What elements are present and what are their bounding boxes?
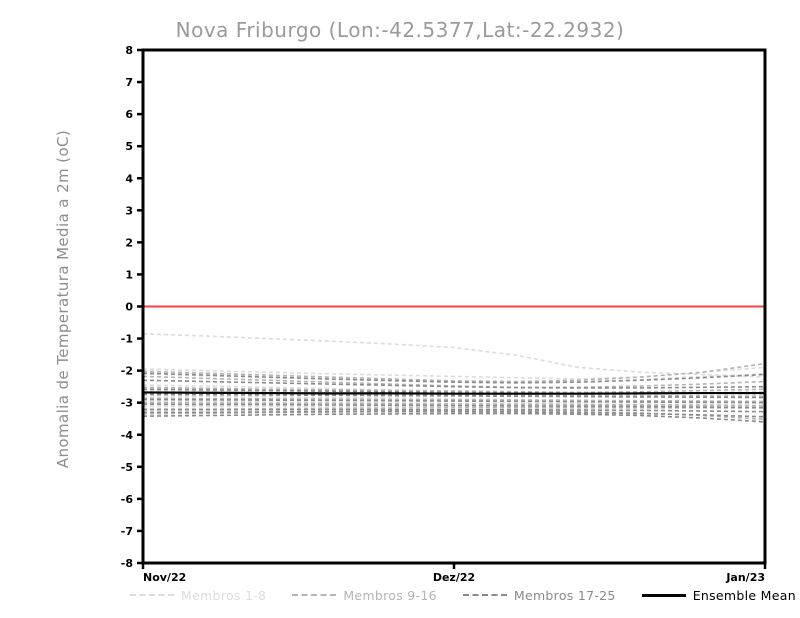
x-tick-label: Jan/23: [725, 571, 765, 584]
series-line: [142, 379, 766, 389]
legend-line-swatch: [130, 594, 174, 596]
x-axis-tick-labels: Nov/22 Dez/22 Jan/23: [143, 571, 765, 584]
legend-line-swatch: [462, 594, 507, 596]
page-title: Nova Friburgo (Lon:-42.5377,Lat:-22.2932…: [175, 18, 625, 42]
series-line: [142, 403, 766, 409]
legend-label: Ensemble Mean: [692, 587, 796, 603]
y-tick-label: -7: [121, 525, 133, 538]
series-line: [143, 407, 765, 410]
y-tick-label: 7: [125, 76, 133, 89]
y-tick-label: 4: [125, 172, 133, 185]
y-tick-label: 5: [125, 140, 133, 153]
y-tick-label: 0: [125, 301, 133, 314]
series-line: [142, 393, 766, 399]
y-tick-label: -4: [121, 429, 134, 442]
legend-line-swatch: [292, 594, 337, 596]
x-tick-label: Nov/22: [143, 571, 186, 584]
legend-label: Membros 9-16: [343, 587, 437, 603]
legend-item[interactable]: Membros 17-25: [462, 587, 616, 603]
series-line: [142, 398, 766, 404]
series-line: [142, 332, 766, 378]
x-tick-label: Dez/22: [433, 571, 475, 584]
y-tick-label: 8: [125, 44, 133, 57]
y-tick-label: 1: [125, 268, 133, 281]
series-line: [142, 397, 766, 403]
y-tick-label: -1: [121, 333, 133, 346]
series-line: [143, 408, 766, 413]
chart-legend: Membros 1-8 Membros 9-16 Membros 17-25 Ense…: [130, 584, 796, 606]
y-tick-label: -5: [121, 461, 133, 474]
y-tick-label: 6: [125, 108, 133, 121]
series-line: [142, 391, 765, 395]
series-line: [142, 362, 766, 383]
legend-item[interactable]: Membros 1-8: [130, 588, 266, 603]
series-line: [142, 412, 766, 423]
series-line: [143, 410, 766, 418]
y-tick-label: -2: [121, 365, 133, 378]
series-line: [142, 372, 766, 384]
y-tick-label: -8: [121, 557, 133, 570]
legend-label: Membros 1-8: [181, 587, 267, 603]
legend-item[interactable]: Membros 9-16: [292, 588, 437, 603]
legend-label: Membros 17-25: [513, 587, 616, 603]
y-tick-label: 3: [125, 204, 133, 217]
legend-line-swatch: [641, 593, 686, 597]
series-line: [142, 386, 766, 394]
legend-item[interactable]: Ensemble Mean: [641, 587, 796, 603]
y-tick-label: 2: [125, 236, 133, 249]
plot-frame: [141, 48, 767, 565]
series-line: [142, 401, 766, 407]
y-tick-label: -3: [121, 397, 133, 410]
y-axis-tick-labels: 8 7 6 5 4 3 2 1 0 -1 -2 -3 -4 -5 -6 -7 -8: [121, 44, 134, 570]
y-tick-label: -6: [121, 493, 134, 506]
ensemble-series-layer: [142, 332, 766, 423]
